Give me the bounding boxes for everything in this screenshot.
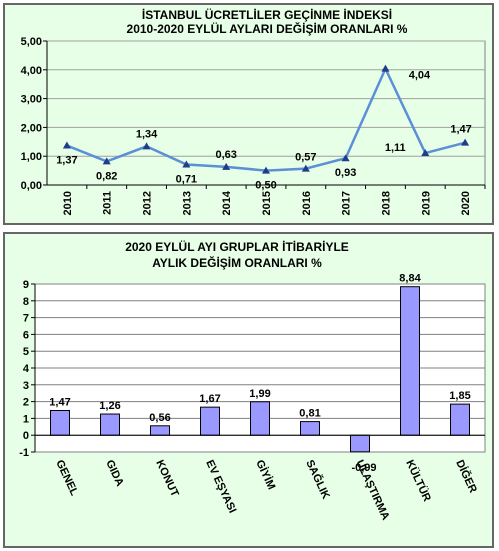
line-chart-panel: İSTANBUL ÜCRETLİLER GEÇİNME İNDEKSİ 2010… bbox=[3, 3, 494, 225]
data-point bbox=[421, 149, 430, 157]
x-tick-label: GİYİM bbox=[253, 458, 278, 492]
data-point bbox=[142, 142, 151, 150]
data-label: 0,50 bbox=[255, 180, 276, 192]
data-label: 0,57 bbox=[295, 152, 316, 164]
data-point bbox=[62, 141, 71, 149]
data-label: 1,26 bbox=[99, 400, 120, 412]
bar bbox=[200, 406, 220, 436]
bar bbox=[350, 434, 370, 453]
y-tick-label: 0 bbox=[23, 430, 29, 442]
x-tick-label: 2011 bbox=[102, 191, 114, 215]
x-tick-label: 2018 bbox=[380, 191, 392, 215]
x-tick-label: 2017 bbox=[341, 191, 353, 215]
x-tick-label: KONUT bbox=[153, 458, 181, 499]
x-tick-label: GIDA bbox=[103, 458, 126, 488]
data-label: 1,37 bbox=[56, 155, 77, 167]
y-tick-label: 2,00 bbox=[21, 122, 42, 134]
line-chart: İSTANBUL ÜCRETLİLER GEÇİNME İNDEKSİ 2010… bbox=[21, 7, 486, 215]
x-tick-label: 2010 bbox=[62, 191, 74, 215]
bar-chart-subtitle: AYLIK DEĞİŞİM ORANLARI % bbox=[152, 255, 322, 270]
line-chart-title: İSTANBUL ÜCRETLİLER GEÇİNME İNDEKSİ bbox=[142, 7, 392, 22]
bar bbox=[400, 286, 420, 436]
x-tick-label: 2012 bbox=[142, 191, 154, 215]
data-label: 0,63 bbox=[215, 149, 236, 161]
data-label: 4,04 bbox=[409, 70, 431, 82]
x-tick-label: 2015 bbox=[261, 191, 273, 215]
x-tick-label: 2016 bbox=[301, 191, 313, 215]
y-tick-label: 8 bbox=[23, 296, 29, 308]
x-tick-label: SAĞLIK bbox=[303, 458, 332, 501]
data-point bbox=[381, 64, 390, 72]
bar bbox=[50, 410, 70, 436]
y-tick-label: 2 bbox=[23, 397, 29, 409]
data-label: 1,47 bbox=[49, 397, 70, 409]
data-point bbox=[182, 160, 191, 168]
data-label: -0,99 bbox=[351, 462, 376, 474]
x-tick-label: EV EŞYASI bbox=[203, 458, 238, 515]
data-point bbox=[461, 138, 470, 146]
y-tick-label: 4 bbox=[23, 363, 30, 375]
data-point bbox=[301, 164, 310, 172]
y-tick-label: 9 bbox=[23, 279, 29, 291]
y-tick-label: 7 bbox=[23, 313, 29, 325]
bar bbox=[300, 421, 320, 436]
plot-area bbox=[46, 40, 486, 186]
data-label: 1,47 bbox=[450, 124, 471, 136]
x-tick-label: 2020 bbox=[460, 191, 472, 215]
bar bbox=[250, 401, 270, 436]
data-label: 1,34 bbox=[136, 128, 158, 140]
data-label: 1,11 bbox=[385, 142, 406, 154]
data-label: 0,81 bbox=[299, 408, 320, 420]
y-tick-label: 4,00 bbox=[21, 65, 42, 77]
y-tick-label: 6 bbox=[23, 329, 29, 341]
y-tick-label: 5 bbox=[23, 346, 29, 358]
y-tick-label: 3 bbox=[23, 380, 29, 392]
bar-chart-title: 2020 EYLÜL AYI GRUPLAR İTİBARİYLE bbox=[125, 239, 349, 254]
x-tick-label: DİĞER bbox=[453, 458, 480, 495]
y-tick-label: 1 bbox=[23, 413, 29, 425]
data-point bbox=[262, 166, 270, 174]
bar-chart: 2020 EYLÜL AYI GRUPLAR İTİBARİYLE AYLIK … bbox=[19, 239, 486, 522]
y-tick-label: 3,00 bbox=[21, 94, 42, 106]
data-label: 8,84 bbox=[399, 273, 421, 285]
data-label: 0,56 bbox=[149, 412, 170, 424]
x-tick-label: KÜLTÜR bbox=[403, 458, 434, 504]
data-label: 0,71 bbox=[176, 174, 197, 186]
data-label: 1,67 bbox=[199, 393, 220, 405]
data-point bbox=[222, 162, 231, 170]
y-tick-label: 5,00 bbox=[21, 36, 42, 48]
y-tick-label: 1,00 bbox=[21, 151, 42, 163]
data-label: 0,93 bbox=[335, 167, 356, 179]
x-tick-label: 2014 bbox=[221, 190, 233, 215]
data-point bbox=[102, 157, 111, 165]
x-tick-label: 2013 bbox=[181, 191, 193, 215]
bar bbox=[150, 425, 170, 436]
bar bbox=[450, 403, 470, 436]
data-label: 0,82 bbox=[96, 170, 117, 182]
data-label: 1,99 bbox=[249, 388, 270, 400]
x-tick-label: GENEL bbox=[53, 458, 80, 498]
data-label: 1,85 bbox=[449, 390, 470, 402]
data-point bbox=[341, 154, 350, 162]
line-chart-subtitle: 2010-2020 EYLÜL AYLARI DEĞİŞİM ORANLARI … bbox=[127, 21, 408, 36]
y-tick-label: 0,00 bbox=[21, 180, 42, 192]
x-tick-label: 2019 bbox=[420, 191, 432, 215]
y-tick-label: -1 bbox=[19, 447, 29, 459]
bar bbox=[100, 413, 120, 436]
bar-chart-panel: 2020 EYLÜL AYI GRUPLAR İTİBARİYLE AYLIK … bbox=[3, 232, 494, 548]
